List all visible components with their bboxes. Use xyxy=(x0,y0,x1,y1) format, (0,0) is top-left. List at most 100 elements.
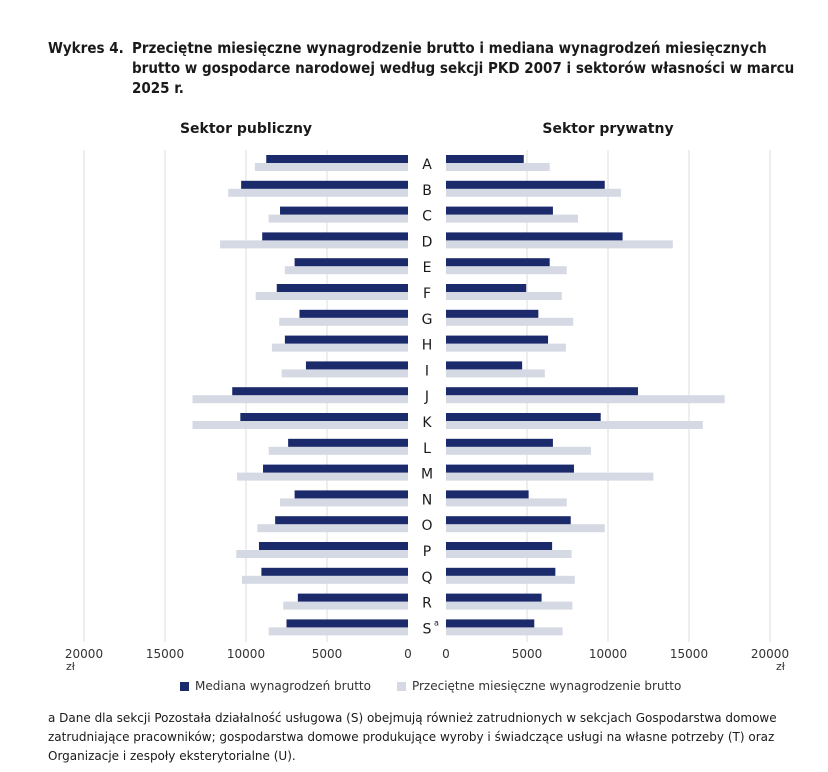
bar-private-average xyxy=(446,601,573,610)
x-tick-label-right: 20000 xyxy=(751,647,789,661)
bar-private-average xyxy=(446,369,545,378)
bar-private-average xyxy=(446,550,572,558)
category-label: D xyxy=(422,234,433,250)
bar-private-median xyxy=(446,413,601,421)
bar-private-average xyxy=(446,524,605,533)
category-label: G xyxy=(422,312,433,328)
bar-public-median xyxy=(258,542,408,550)
bar-public-average xyxy=(279,317,408,326)
bar-public-average xyxy=(271,343,408,352)
category-label: H xyxy=(422,338,433,354)
chart-title: Wykres 4. Przeciętne miesięczne wynagrod… xyxy=(48,38,818,98)
bar-public-median xyxy=(299,309,408,318)
category-superscript: a xyxy=(434,618,439,627)
category-label: K xyxy=(422,415,432,431)
butterfly-bar-chart: Sektor publiczny Sektor prywatny ABCDEFGHI… xyxy=(65,121,789,673)
chart-title-text: Przeciętne miesięczne wynagrodzenie brut… xyxy=(132,39,795,97)
bar-public-median xyxy=(288,438,408,447)
bar-public-median xyxy=(286,619,408,628)
category-label: M xyxy=(421,467,433,483)
category-label: O xyxy=(421,518,432,534)
x-tick-label-right: 5000 xyxy=(512,647,543,661)
x-unit-right: zł xyxy=(776,660,786,673)
bar-public-average xyxy=(192,395,408,404)
x-tick-label-left: 15000 xyxy=(146,647,184,661)
x-tick-label-left: 20000 xyxy=(65,647,103,661)
bar-private-median xyxy=(446,516,571,525)
category-label: Q xyxy=(421,570,432,586)
bar-private-average xyxy=(446,627,563,636)
legend-item-average: Przeciętne miesięczne wynagrodzenie brut… xyxy=(396,679,682,693)
bar-private-median xyxy=(446,567,556,576)
bar-private-median xyxy=(446,490,529,499)
category-label: L xyxy=(423,441,431,457)
bar-public-average xyxy=(268,446,408,455)
bar-private-average xyxy=(446,498,567,507)
bar-private-median xyxy=(446,387,638,396)
chart-title-prefix: Wykres 4. xyxy=(48,39,124,57)
bar-public-median xyxy=(284,335,408,344)
x-tick-label-right: 15000 xyxy=(670,647,708,661)
category-label: A xyxy=(422,157,432,173)
bar-public-median xyxy=(261,567,408,576)
bar-private-average xyxy=(446,188,621,197)
bar-private-median xyxy=(446,542,553,550)
bar-public-average xyxy=(268,627,408,636)
category-label: F xyxy=(423,286,431,302)
bar-public-median xyxy=(294,258,408,267)
bar-private-average xyxy=(446,575,575,584)
bar-private-median xyxy=(446,361,523,370)
bar-public-median xyxy=(241,180,408,189)
bar-private-median xyxy=(446,284,527,292)
bar-public-median xyxy=(276,284,408,292)
bar-private-average xyxy=(446,395,725,404)
bar-private-median xyxy=(446,232,623,241)
bar-private-median xyxy=(446,619,535,628)
bar-private-average xyxy=(446,214,579,223)
bar-public-average xyxy=(220,240,408,249)
bar-public-average xyxy=(255,292,408,300)
category-label: R xyxy=(422,596,432,612)
x-unit-left: zł xyxy=(66,660,76,673)
bar-public-average xyxy=(254,163,408,171)
bar-public-average xyxy=(237,472,408,481)
category-label: J xyxy=(424,389,429,405)
bar-public-median xyxy=(263,464,408,473)
bar-public-median xyxy=(262,232,408,241)
x-tick-label-left: 5000 xyxy=(312,647,343,661)
category-label: B xyxy=(422,183,432,199)
panel-title-public: Sektor publiczny xyxy=(180,121,312,137)
bar-public-average xyxy=(241,575,408,584)
bar-public-average xyxy=(283,601,408,610)
footnote: a Dane dla sekcji Pozostała działalność … xyxy=(48,711,777,763)
bar-private-average xyxy=(446,240,673,249)
bar-public-median xyxy=(294,490,408,499)
bar-private-median xyxy=(446,464,574,473)
bar-public-average xyxy=(236,550,408,558)
x-tick-label-right: 0 xyxy=(442,647,450,661)
bar-private-average xyxy=(446,421,703,429)
panel-title-private: Sektor prywatny xyxy=(542,121,673,137)
bar-private-median xyxy=(446,335,549,344)
bar-public-average xyxy=(268,214,408,223)
bar-private-average xyxy=(446,292,562,300)
bar-public-median xyxy=(240,413,408,421)
bar-public-average xyxy=(281,369,408,378)
bar-public-average xyxy=(257,524,408,533)
bar-private-median xyxy=(446,309,539,318)
legend-label-average: Przeciętne miesięczne wynagrodzenie brut… xyxy=(411,679,682,693)
bar-private-average xyxy=(446,343,566,352)
bar-private-median xyxy=(446,438,553,447)
category-label: C xyxy=(422,209,432,225)
bar-public-average xyxy=(192,421,408,429)
chart-legend: Mediana wynagrodzeń brutto Przeciętne mi… xyxy=(180,679,707,693)
bar-public-average xyxy=(284,266,408,275)
category-label: S xyxy=(423,621,432,637)
bar-private-median xyxy=(446,155,524,163)
bar-public-average xyxy=(228,188,408,197)
bar-public-median xyxy=(275,516,408,525)
bar-private-average xyxy=(446,472,654,481)
bar-public-median xyxy=(305,361,408,370)
x-tick-label-left: 10000 xyxy=(227,647,265,661)
bar-private-average xyxy=(446,446,591,455)
